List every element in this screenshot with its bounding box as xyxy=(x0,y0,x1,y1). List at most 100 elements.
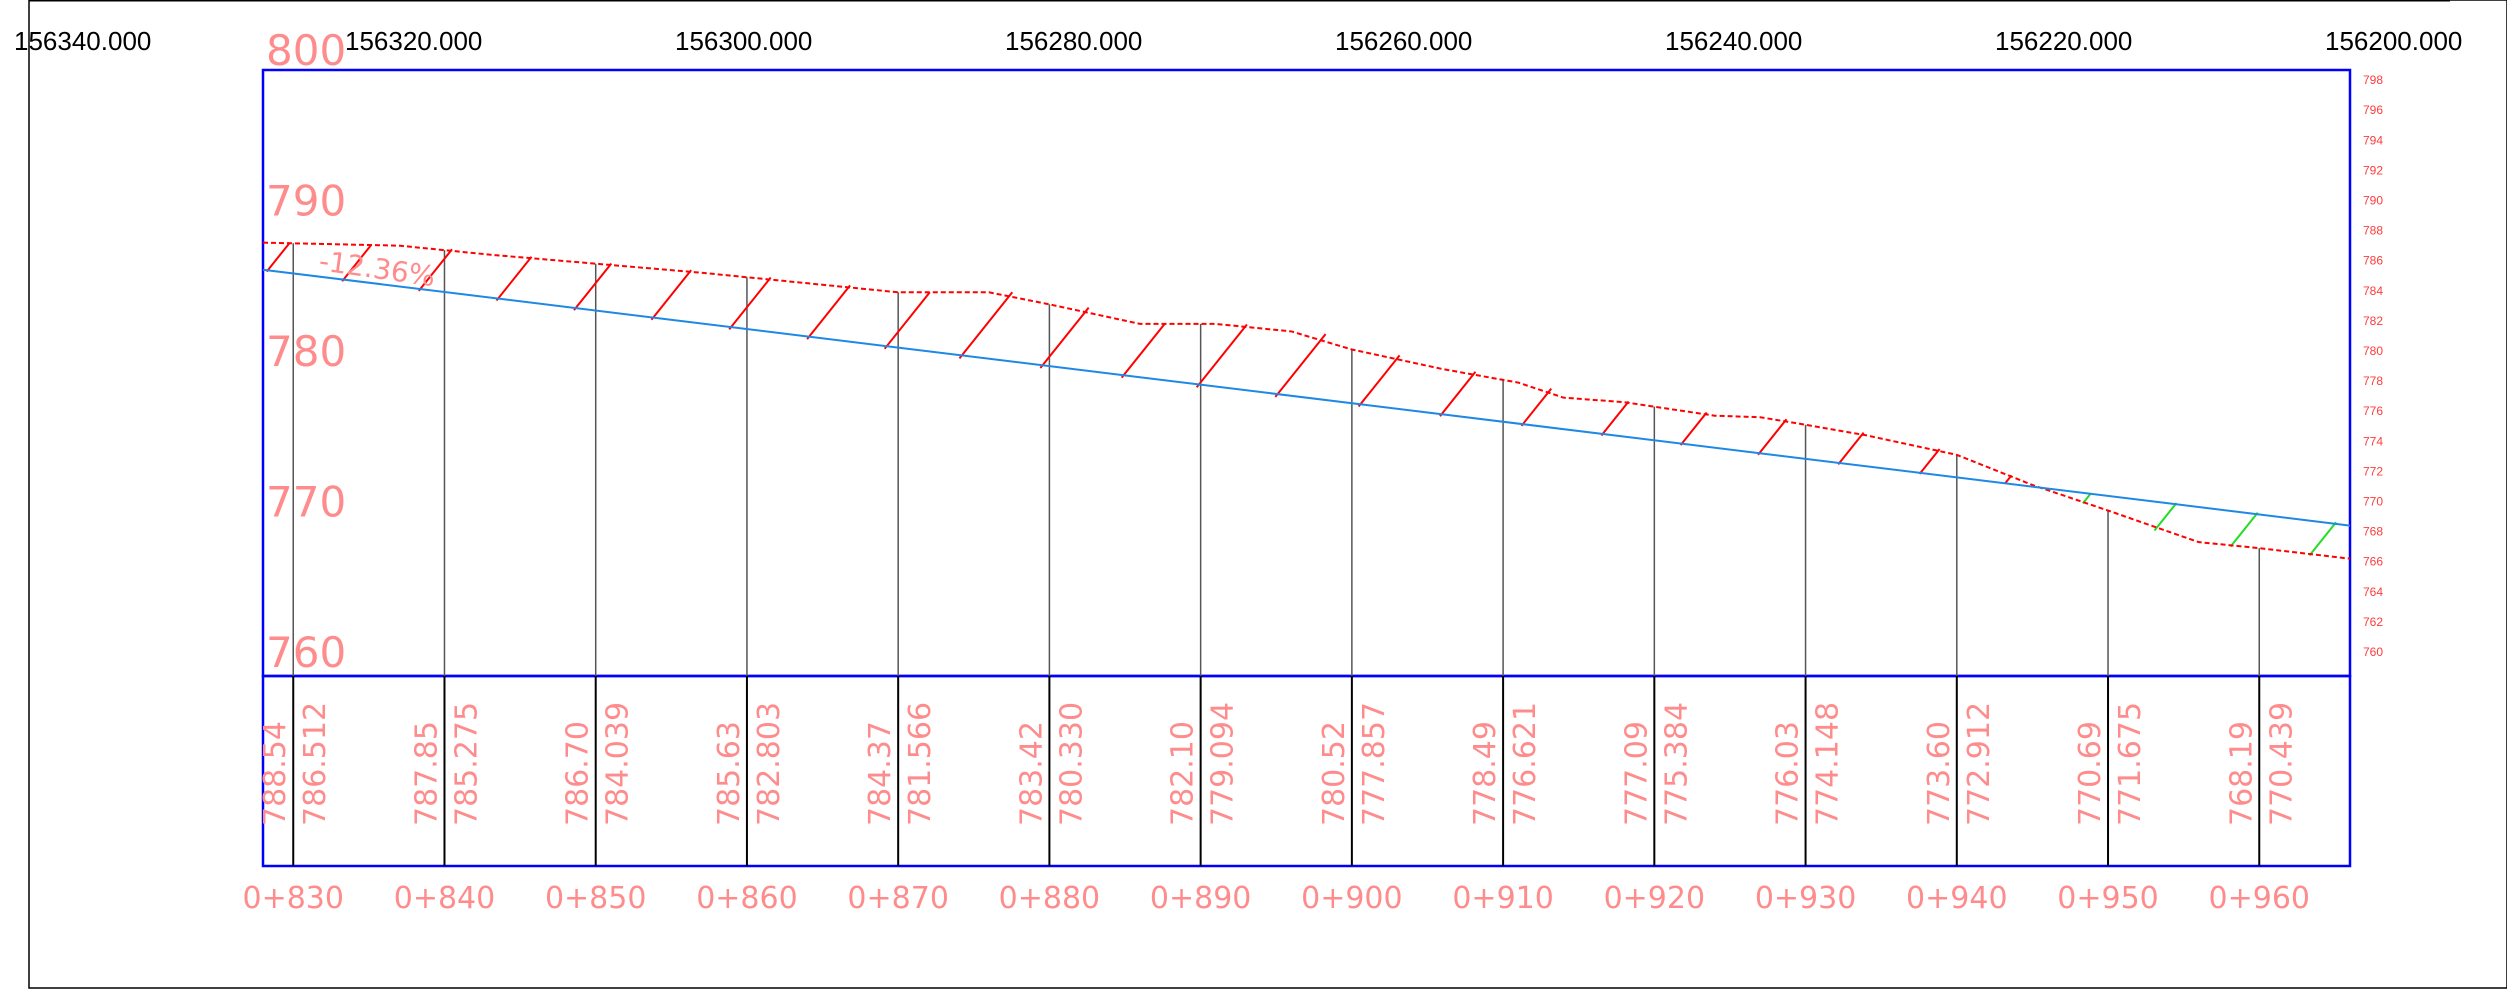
right-elevation-label: 790 xyxy=(2363,194,2383,208)
station-label: 0+930 xyxy=(1755,881,1856,916)
top-coordinate-label: 156280.000 xyxy=(1005,26,1142,56)
elevation-values: 788.54 786.512 787.85 785.275 786.70 784.039 7… xyxy=(258,702,2299,826)
station-labels: 0+830 0+840 0+850 0+860 0+870 0+880 0+890 0+900… xyxy=(243,881,2310,916)
right-elevation-label: 788 xyxy=(2363,224,2383,238)
top-coordinate-label: 156220.000 xyxy=(1995,26,2132,56)
ground-elevation-value: 785.63 xyxy=(712,721,747,826)
profile-lines xyxy=(262,241,2351,560)
design-elevation-value: 781.566 xyxy=(903,702,938,826)
ground-elevation-value: 782.10 xyxy=(1166,721,1201,826)
right-elevation-label: 762 xyxy=(2363,615,2383,629)
ground-elevation-value: 777.09 xyxy=(1619,721,1654,826)
station-label: 0+920 xyxy=(1604,881,1705,916)
left-elevation-label: 790 xyxy=(266,177,346,226)
right-elevation-label: 774 xyxy=(2363,434,2383,448)
right-elevation-label: 780 xyxy=(2363,344,2383,358)
top-coordinate-label: 156240.000 xyxy=(1665,26,1802,56)
design-elevation-value: 772.912 xyxy=(1962,702,1997,826)
left-elevation-scale: 800 790 780 770 760 xyxy=(266,26,346,677)
cut-hatch-line xyxy=(495,256,533,302)
right-elevation-label: 770 xyxy=(2363,495,2383,509)
left-elevation-label: 800 xyxy=(266,26,346,75)
top-coordinate-label: 156340.000 xyxy=(14,26,151,56)
ground-elevation-value: 778.49 xyxy=(1468,721,1503,826)
design-elevation-value: 770.439 xyxy=(2264,702,2299,826)
cut-hatch-line xyxy=(1837,432,1865,466)
cut-hatch-line xyxy=(1600,400,1630,437)
profile-frame xyxy=(261,68,2352,678)
right-elevation-label: 796 xyxy=(2363,103,2383,117)
station-label: 0+860 xyxy=(696,881,797,916)
station-label: 0+850 xyxy=(545,881,646,916)
design-elevation-value: 774.148 xyxy=(1811,702,1846,826)
cut-hatch-line xyxy=(1274,333,1327,398)
design-elevation-value: 779.094 xyxy=(1206,702,1241,826)
ground-profile-line xyxy=(262,241,2351,560)
cut-hatch-line xyxy=(806,284,851,340)
cut-hatch-line xyxy=(883,291,931,350)
data-table-frame xyxy=(261,674,2352,868)
cut-hatch-line xyxy=(417,248,453,292)
cut-hatch-line xyxy=(265,242,291,273)
design-elevation-value: 782.803 xyxy=(752,702,787,826)
top-coordinate-label: 156200.000 xyxy=(2325,26,2462,56)
station-label: 0+940 xyxy=(1906,881,2007,916)
grade-label: -12.36% xyxy=(317,244,437,293)
design-elevation-value: 780.330 xyxy=(1054,702,1089,826)
top-coordinate-label: 156260.000 xyxy=(1335,26,1472,56)
right-elevation-label: 782 xyxy=(2363,314,2383,328)
left-elevation-label: 760 xyxy=(266,628,346,677)
cut-hatch-line xyxy=(573,262,613,311)
top-coordinate-label: 156300.000 xyxy=(675,26,812,56)
top-coordinate-label: 156320.000 xyxy=(345,26,482,56)
fill-hatch-line xyxy=(2308,521,2337,557)
station-label: 0+960 xyxy=(2209,881,2310,916)
ground-elevation-value: 784.37 xyxy=(863,721,898,826)
cut-hatch-line xyxy=(1039,306,1090,369)
design-elevation-value: 771.675 xyxy=(2113,702,2148,826)
right-elevation-label: 778 xyxy=(2363,374,2383,388)
right-elevation-label: 768 xyxy=(2363,525,2383,539)
ground-elevation-value: 768.19 xyxy=(2224,721,2259,826)
design-elevation-value: 784.039 xyxy=(601,702,636,826)
right-elevation-label: 776 xyxy=(2363,404,2383,418)
right-elevation-label: 786 xyxy=(2363,254,2383,268)
ground-elevation-value: 786.70 xyxy=(561,721,596,826)
design-grade-line xyxy=(262,268,2351,527)
station-label: 0+890 xyxy=(1150,881,1251,916)
station-label: 0+840 xyxy=(394,881,495,916)
station-label: 0+830 xyxy=(243,881,344,916)
right-elevation-label: 772 xyxy=(2363,464,2383,478)
station-label: 0+910 xyxy=(1452,881,1553,916)
right-elevation-label: 798 xyxy=(2363,73,2383,87)
cut-fill-hatching xyxy=(265,242,2337,557)
station-label: 0+950 xyxy=(2057,881,2158,916)
right-elevation-label: 766 xyxy=(2363,555,2383,569)
cut-hatch-line xyxy=(1757,418,1788,456)
ground-elevation-value: 780.52 xyxy=(1317,721,1352,826)
right-elevation-label: 784 xyxy=(2363,284,2383,298)
cut-hatch-line xyxy=(728,276,772,331)
sheet-border xyxy=(28,0,2507,989)
right-elevation-label: 764 xyxy=(2363,585,2383,599)
top-coordinate-axis: 156340.000 156320.000 156300.000 156280.000… xyxy=(14,26,2462,56)
ground-elevation-value: 770.69 xyxy=(2073,721,2108,826)
cut-hatch-line xyxy=(341,244,373,282)
station-label: 0+880 xyxy=(999,881,1100,916)
cut-hatch-line xyxy=(958,291,1014,359)
design-elevation-value: 785.275 xyxy=(449,702,484,826)
ground-elevation-value: 773.60 xyxy=(1922,721,1957,826)
design-elevation-value: 775.384 xyxy=(1659,702,1694,826)
cut-hatch-line xyxy=(1120,323,1166,379)
right-elevation-label: 792 xyxy=(2363,163,2383,177)
cut-hatch-line xyxy=(1439,371,1477,417)
fill-hatch-line xyxy=(2153,502,2178,532)
right-elevation-label: 760 xyxy=(2363,645,2383,659)
right-elevation-label: 794 xyxy=(2363,133,2383,147)
ground-elevation-value: 776.03 xyxy=(1771,721,1806,826)
ground-elevation-value: 787.85 xyxy=(409,721,444,826)
station-label: 0+870 xyxy=(847,881,948,916)
cut-hatch-line xyxy=(1918,448,1941,475)
cut-hatch-line xyxy=(1195,323,1248,388)
